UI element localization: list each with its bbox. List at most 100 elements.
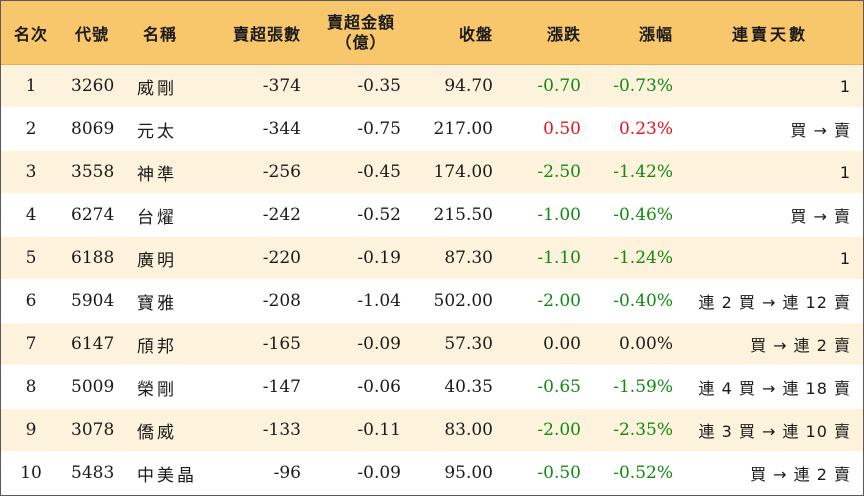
cell-net-sell-amount: -0.19 bbox=[357, 248, 401, 268]
cell-rank: 4 bbox=[25, 205, 37, 225]
cell-name: 廣明 bbox=[137, 250, 177, 271]
cell-consecutive-sell-days: 1 bbox=[839, 76, 851, 96]
cell-close: 215.50 bbox=[433, 205, 493, 225]
cell-close: 95.00 bbox=[444, 463, 493, 483]
header-rank: 名次 bbox=[13, 24, 48, 44]
cell-name: 台燿 bbox=[137, 207, 177, 228]
cell-code: 5904 bbox=[71, 291, 115, 311]
cell-close: 40.35 bbox=[444, 377, 493, 397]
cell-change-percent: -1.59% bbox=[613, 377, 673, 397]
cell-net-sell-volume: -96 bbox=[273, 463, 301, 483]
cell-consecutive-sell-days: 買 → 連 2 賣 bbox=[750, 465, 851, 484]
cell-consecutive-sell-days: 連 3 買 → 連 10 賣 bbox=[698, 422, 851, 441]
cell-close: 174.00 bbox=[433, 162, 493, 182]
table-row: 9 3078 僑威 -133 -0.11 83.00 -2.00 -2.35% 連 3 買 → … bbox=[1, 409, 863, 452]
cell-name: 榮剛 bbox=[137, 379, 177, 400]
cell-rank: 2 bbox=[25, 119, 37, 139]
cell-code: 5009 bbox=[71, 377, 115, 397]
cell-rank: 6 bbox=[25, 291, 37, 311]
header-net-sell-amount-label: 賣超金額 bbox=[326, 12, 395, 32]
header-close: 收盤 bbox=[458, 24, 493, 44]
cell-change: -2.50 bbox=[537, 162, 581, 182]
cell-code: 5483 bbox=[71, 463, 115, 483]
cell-change-percent: -2.35% bbox=[613, 420, 673, 440]
cell-net-sell-volume: -133 bbox=[262, 420, 301, 440]
table-row: 8 5009 榮剛 -147 -0.06 40.35 -0.65 -1.59% 連 4 買 → … bbox=[1, 366, 863, 409]
table-row: 2 8069 元太 -344 -0.75 217.00 0.50 0.23% 買 → 賣 bbox=[1, 108, 863, 151]
cell-net-sell-amount: -1.04 bbox=[357, 291, 401, 311]
cell-change-percent: -0.46% bbox=[613, 205, 673, 225]
cell-name: 僑威 bbox=[137, 422, 177, 443]
cell-change-percent: 0.00% bbox=[618, 334, 673, 354]
cell-net-sell-volume: -165 bbox=[262, 334, 301, 354]
table-row: 4 6274 台燿 -242 -0.52 215.50 -1.00 -0.46% 買 → 賣 bbox=[1, 194, 863, 237]
cell-change: -0.50 bbox=[537, 463, 581, 483]
cell-net-sell-volume: -242 bbox=[262, 205, 301, 225]
cell-name: 神準 bbox=[137, 164, 177, 185]
cell-net-sell-amount: -0.45 bbox=[357, 162, 401, 182]
cell-rank: 9 bbox=[25, 420, 37, 440]
table-row: 3 3558 神準 -256 -0.45 174.00 -2.50 -1.42% 1 bbox=[1, 151, 863, 194]
table-row: 6 5904 寶雅 -208 -1.04 502.00 -2.00 -0.40% 連 2 買 →… bbox=[1, 280, 863, 323]
cell-code: 6188 bbox=[71, 248, 115, 268]
cell-net-sell-amount: -0.09 bbox=[357, 463, 401, 483]
cell-close: 94.70 bbox=[444, 76, 493, 96]
table-header: 名次 代號 名稱 賣超張數 賣超金額 （億） 收盤 漲跌 漲幅 連賣天數 bbox=[1, 1, 863, 65]
cell-name: 頎邦 bbox=[137, 336, 177, 357]
cell-net-sell-amount: -0.52 bbox=[357, 205, 401, 225]
header-change-percent: 漲幅 bbox=[638, 24, 673, 44]
cell-net-sell-volume: -220 bbox=[262, 248, 301, 268]
cell-change: 0.00 bbox=[543, 334, 581, 354]
cell-close: 83.00 bbox=[444, 420, 493, 440]
cell-change-percent: -0.73% bbox=[613, 76, 673, 96]
header-net-sell-volume: 賣超張數 bbox=[232, 24, 301, 44]
cell-change: -2.00 bbox=[537, 420, 581, 440]
cell-code: 8069 bbox=[71, 119, 115, 139]
cell-rank: 1 bbox=[25, 76, 37, 96]
table-row: 1 3260 威剛 -374 -0.35 94.70 -0.70 -0.73% 1 bbox=[1, 65, 863, 108]
cell-rank: 7 bbox=[25, 334, 37, 354]
cell-net-sell-volume: -208 bbox=[262, 291, 301, 311]
header-net-sell-amount: 賣超金額 （億） bbox=[305, 13, 405, 53]
header-consecutive-sell-days: 連賣天數 bbox=[731, 24, 808, 44]
cell-name: 元太 bbox=[137, 121, 177, 142]
cell-change-percent: -0.52% bbox=[613, 463, 673, 483]
cell-net-sell-amount: -0.06 bbox=[357, 377, 401, 397]
cell-change: 0.50 bbox=[543, 119, 581, 139]
cell-change: -0.70 bbox=[537, 76, 581, 96]
cell-rank: 10 bbox=[20, 463, 42, 483]
header-net-sell-amount-unit: （億） bbox=[335, 32, 387, 52]
cell-code: 6147 bbox=[71, 334, 115, 354]
header-change: 漲跌 bbox=[546, 24, 581, 44]
cell-name: 威剛 bbox=[137, 78, 177, 99]
cell-change: -1.00 bbox=[537, 205, 581, 225]
cell-code: 3078 bbox=[71, 420, 115, 440]
cell-close: 217.00 bbox=[433, 119, 493, 139]
cell-net-sell-amount: -0.11 bbox=[357, 420, 401, 440]
cell-consecutive-sell-days: 買 → 連 2 賣 bbox=[750, 336, 851, 355]
cell-code: 6274 bbox=[71, 205, 115, 225]
table-row: 10 5483 中美晶 -96 -0.09 95.00 -0.50 -0.52% 買 → 連 2… bbox=[1, 452, 863, 495]
cell-consecutive-sell-days: 買 → 賣 bbox=[790, 207, 851, 226]
table-body: 1 3260 威剛 -374 -0.35 94.70 -0.70 -0.73% 1 2 8069 元太… bbox=[1, 65, 863, 495]
cell-name: 中美晶 bbox=[137, 465, 197, 486]
cell-code: 3558 bbox=[71, 162, 115, 182]
cell-consecutive-sell-days: 1 bbox=[839, 162, 851, 182]
cell-change: -0.65 bbox=[537, 377, 581, 397]
cell-net-sell-volume: -147 bbox=[262, 377, 301, 397]
table-row: 7 6147 頎邦 -165 -0.09 57.30 0.00 0.00% 買 → 連 2 賣 bbox=[1, 323, 863, 366]
cell-net-sell-amount: -0.35 bbox=[357, 76, 401, 96]
cell-close: 57.30 bbox=[444, 334, 493, 354]
cell-change: -2.00 bbox=[537, 291, 581, 311]
cell-close: 502.00 bbox=[433, 291, 493, 311]
cell-change-percent: -1.42% bbox=[613, 162, 673, 182]
cell-rank: 5 bbox=[25, 248, 37, 268]
cell-close: 87.30 bbox=[444, 248, 493, 268]
cell-consecutive-sell-days: 連 4 買 → 連 18 賣 bbox=[698, 379, 851, 398]
cell-net-sell-amount: -0.09 bbox=[357, 334, 401, 354]
header-name: 名稱 bbox=[143, 24, 178, 44]
cell-net-sell-volume: -344 bbox=[262, 119, 301, 139]
cell-consecutive-sell-days: 連 2 買 → 連 12 賣 bbox=[698, 293, 851, 312]
cell-consecutive-sell-days: 買 → 賣 bbox=[790, 121, 851, 140]
